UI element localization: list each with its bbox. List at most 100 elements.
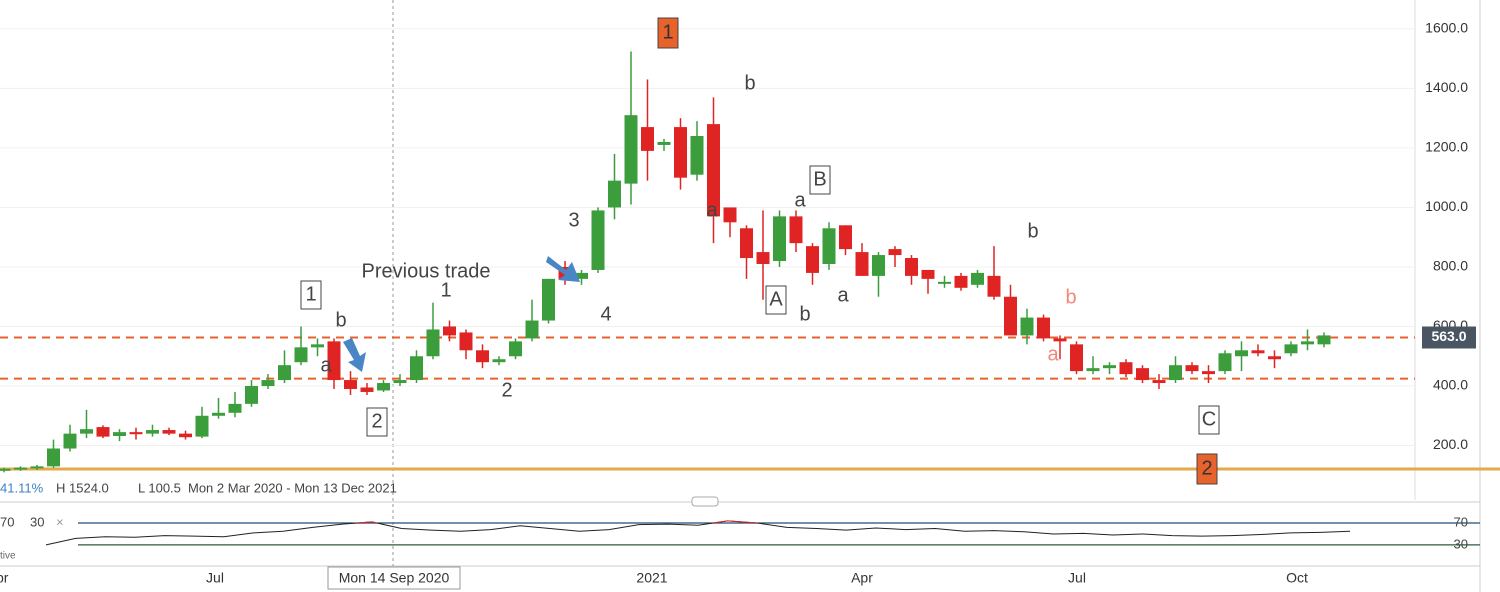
candle-body [789, 216, 803, 244]
annotation: b [335, 309, 346, 331]
candle-body [707, 124, 720, 217]
annotation: b [799, 303, 810, 325]
y-tick-label: 1400.0 [1425, 79, 1468, 95]
annotation: 4 [600, 303, 611, 325]
info-text: 41.11% [0, 480, 44, 495]
candle-body [47, 448, 60, 467]
candle-body [360, 387, 374, 392]
candle-body [1070, 344, 1083, 372]
annotation: A [769, 288, 783, 310]
y-tick-label: 200.0 [1433, 436, 1468, 452]
candle-body [1103, 365, 1116, 369]
candle-body [1284, 344, 1298, 354]
annotation: B [813, 168, 826, 190]
annotation: b [1027, 220, 1038, 242]
price-label: 563.0 [1431, 328, 1466, 344]
rsi-tick-label: 70 [1454, 514, 1468, 529]
annotation: b [1065, 286, 1076, 308]
candle-body [1235, 350, 1248, 357]
annotation: C [1202, 408, 1216, 430]
annotation-box [300, 280, 322, 310]
candle-body [1185, 365, 1199, 372]
candle-body [294, 347, 308, 363]
panel-handle[interactable] [691, 496, 719, 507]
annotation: 2 [371, 410, 382, 432]
candle-body [839, 225, 852, 250]
candle-body [1317, 335, 1331, 345]
annotation: 2 [501, 379, 512, 401]
candle-body [63, 433, 77, 449]
annotation-box [657, 17, 679, 49]
x-tick-label: 2021 [636, 570, 667, 586]
candle-body [921, 269, 935, 279]
annotation: 1 [305, 283, 316, 305]
y-tick-label: 1000.0 [1425, 198, 1468, 214]
y-tick-label: 400.0 [1433, 377, 1468, 393]
candle-body [492, 359, 506, 363]
candle-body [1037, 317, 1050, 339]
candle-body [542, 278, 555, 321]
annotation: 2 [1201, 457, 1212, 479]
candle-body [228, 403, 242, 413]
candle-body [278, 365, 291, 381]
candle-body [657, 141, 671, 145]
candle-body [212, 412, 225, 416]
annotation: 1 [662, 21, 673, 43]
candle-body [113, 432, 126, 437]
x-tick-label: Jul [206, 570, 224, 586]
candle-body [641, 127, 654, 151]
candle-body [1152, 380, 1166, 384]
candle-body [723, 207, 737, 223]
candle-body [740, 228, 753, 259]
info-text: L 100.5 [138, 480, 181, 495]
info-text: Mon 2 Mar 2020 - Mon 13 Dec 2021 [188, 480, 397, 495]
candle-body [393, 380, 407, 384]
rsi-panel: 70 30 70 30 × tive [0, 514, 1480, 562]
candle-body [905, 258, 918, 276]
candle-body [195, 415, 209, 437]
candle-body [1301, 341, 1314, 345]
annotation-box [366, 407, 388, 437]
rsi-legend: tive [0, 551, 16, 562]
annotation: a [320, 354, 332, 376]
candle-body [96, 427, 110, 437]
candle-body [1004, 296, 1017, 336]
candle-body [872, 255, 885, 276]
info-text: H 1524.0 [56, 480, 109, 495]
rsi-setting: 30 [30, 514, 44, 529]
candle-body [608, 180, 621, 208]
candle-body [162, 430, 176, 434]
candle-body [525, 320, 539, 339]
rsi-setting: × [56, 514, 64, 529]
candle-body [30, 466, 44, 469]
candle-body [1136, 368, 1149, 381]
annotation-box [809, 165, 831, 195]
candle-body [1119, 362, 1133, 375]
candle-body [591, 210, 605, 270]
candle-body [987, 275, 1001, 297]
candle-body [129, 432, 143, 435]
candle-body [954, 275, 968, 288]
annotation: b [744, 72, 755, 94]
candle-body [1268, 356, 1281, 360]
annotation: 1 [440, 279, 451, 301]
annotation-box [1196, 453, 1218, 485]
candle-body [938, 281, 951, 284]
candle-body [327, 341, 341, 381]
arrow [343, 338, 366, 372]
candle-body [756, 252, 770, 264]
candle-body [888, 249, 902, 256]
candle-body [1218, 353, 1232, 372]
candle-body [344, 380, 357, 389]
candle-body [14, 467, 27, 470]
y-tick-label: 800.0 [1433, 258, 1468, 274]
rsi-setting: 70 [0, 514, 14, 529]
candle-body [245, 386, 258, 404]
annotation: a [794, 189, 806, 211]
candle-body [426, 329, 440, 357]
annotation-box [1198, 405, 1220, 435]
candle-body [179, 433, 192, 438]
